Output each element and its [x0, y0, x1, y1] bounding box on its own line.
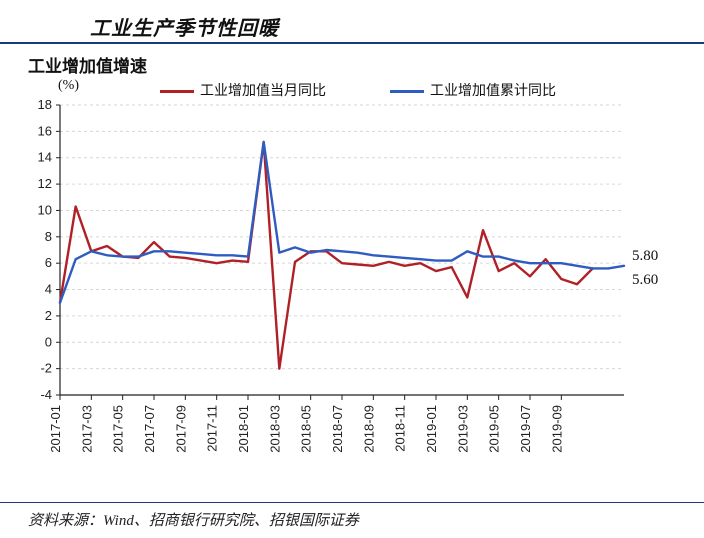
- source-text: 资料来源：Wind、招商银行研究院、招银国际证券: [28, 509, 359, 530]
- series-end-label-cumulative: 5.80: [632, 248, 658, 265]
- svg-text:2019-03: 2019-03: [455, 405, 470, 453]
- svg-text:2019-05: 2019-05: [487, 405, 502, 453]
- svg-text:2018-07: 2018-07: [330, 405, 345, 453]
- svg-text:2: 2: [45, 308, 52, 323]
- svg-text:4: 4: [45, 282, 52, 297]
- svg-text:2018-05: 2018-05: [299, 405, 314, 453]
- series-end-label-monthly: 5.60: [632, 272, 658, 289]
- svg-text:2017-03: 2017-03: [79, 405, 94, 453]
- svg-text:10: 10: [38, 202, 52, 217]
- svg-text:2017-07: 2017-07: [142, 405, 157, 453]
- svg-text:12: 12: [38, 176, 52, 191]
- line-chart: -4 -2 0 2 4 6 8 10 12 14 16 18 2017-01 2017-03 2017-05…: [0, 75, 704, 495]
- svg-text:2017-11: 2017-11: [205, 405, 220, 452]
- svg-text:6: 6: [45, 255, 52, 270]
- svg-text:14: 14: [38, 150, 52, 165]
- chart-subtitle: 工业增加值增速: [28, 52, 147, 77]
- svg-text:2017-01: 2017-01: [48, 405, 63, 453]
- svg-text:2019-09: 2019-09: [549, 405, 564, 453]
- chart-title: 工业生产季节性回暖: [90, 12, 279, 41]
- svg-text:2018-01: 2018-01: [236, 405, 251, 453]
- svg-text:2019-07: 2019-07: [518, 405, 533, 453]
- svg-text:2018-03: 2018-03: [267, 405, 282, 453]
- svg-text:-4: -4: [40, 387, 52, 402]
- svg-text:8: 8: [45, 229, 52, 244]
- svg-text:-2: -2: [40, 361, 52, 376]
- svg-text:2018-11: 2018-11: [393, 405, 408, 452]
- svg-text:18: 18: [38, 97, 52, 112]
- svg-text:2017-09: 2017-09: [173, 405, 188, 453]
- svg-text:0: 0: [45, 334, 52, 349]
- svg-text:2018-09: 2018-09: [361, 405, 376, 453]
- source-divider: 资料来源：Wind、招商银行研究院、招银国际证券: [0, 502, 704, 529]
- svg-text:2017-05: 2017-05: [111, 405, 126, 453]
- svg-text:2019-01: 2019-01: [424, 405, 439, 453]
- svg-text:16: 16: [38, 123, 52, 138]
- title-divider: 工业生产季节性回暖: [0, 14, 704, 44]
